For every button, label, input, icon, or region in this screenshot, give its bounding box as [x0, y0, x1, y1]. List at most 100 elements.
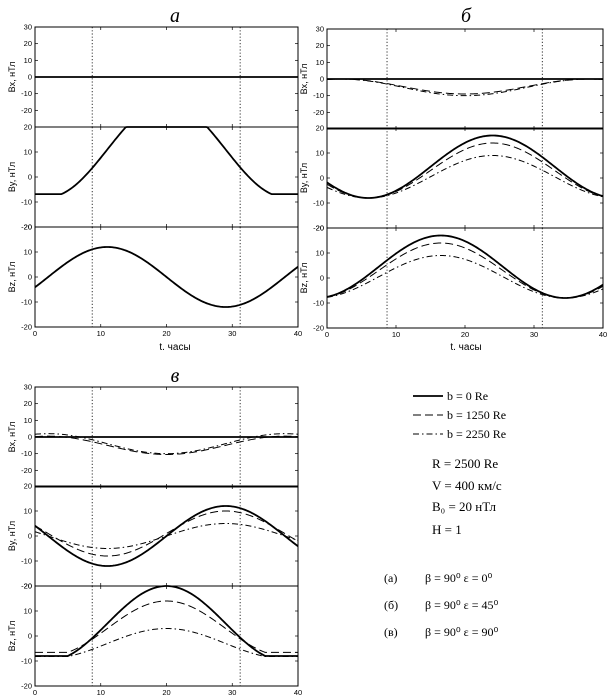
x-tick-label: 20	[162, 688, 170, 697]
series-line-dash	[326, 242, 604, 299]
y-tick-label: -20	[21, 682, 32, 691]
series-line-dashdot	[326, 255, 604, 299]
x-tick-label: 30	[228, 688, 236, 697]
x-tick-label: 0	[325, 330, 329, 339]
panel-b-title: б	[461, 5, 472, 27]
y-axis-label: Bx, нТл	[7, 422, 17, 453]
y-tick-label: -20	[313, 108, 324, 117]
y-tick-label: -20	[313, 324, 324, 333]
y-tick-label: -10	[21, 198, 32, 207]
panel-b-xlabel: t. часы	[450, 342, 481, 353]
y-tick-label: -20	[21, 466, 32, 475]
y-tick-label: 0	[28, 433, 32, 442]
y-tick-label: 20	[24, 582, 32, 591]
panel-a-title: а	[170, 5, 180, 27]
series-line-solid	[34, 246, 299, 308]
y-tick-label: -10	[21, 89, 32, 98]
y-tick-label: -10	[313, 199, 324, 208]
x-tick-label: 20	[162, 329, 170, 338]
series-line-solid	[35, 585, 298, 657]
y-tick-label: -20	[21, 106, 32, 115]
series-line-dashdot	[34, 433, 299, 455]
case-a-text: β = 90⁰ ε = 0⁰	[425, 571, 492, 585]
series-line-solid	[326, 134, 604, 199]
series-line-dash	[34, 510, 299, 557]
x-tick-label: 30	[530, 330, 538, 339]
y-tick-label: 30	[316, 25, 324, 34]
x-tick-label: 10	[97, 688, 105, 697]
axis-frame	[326, 227, 604, 329]
y-tick-label: -10	[21, 449, 32, 458]
y-tick-label: -10	[313, 299, 324, 308]
panel-a: -20 -10 0 10 20 30 Bx, нТл -20 -10 0 10 20 By, нТл -2…	[7, 23, 302, 339]
case-b-text: β = 90⁰ ε = 45⁰	[425, 598, 498, 612]
series-line-dash	[35, 600, 298, 653]
series-line-dashdot	[326, 154, 604, 199]
series-line-dashdot	[34, 522, 299, 550]
y-tick-label: 0	[28, 532, 32, 541]
y-axis-label: Bx, нТл	[7, 62, 17, 93]
case-a-tag: (а)	[384, 571, 397, 585]
y-tick-label: -20	[21, 223, 32, 232]
y-tick-label: 10	[24, 248, 32, 257]
legend-label-b1250: b = 1250 Re	[447, 408, 506, 422]
y-axis-label: Bx, нТл	[299, 64, 309, 95]
series-line-solid	[326, 234, 604, 299]
y-tick-label: 0	[320, 274, 324, 283]
y-tick-label: 20	[316, 41, 324, 50]
legend-label-b0: b = 0 Re	[447, 389, 488, 403]
x-tick-label: 20	[461, 330, 469, 339]
y-tick-label: 10	[24, 56, 32, 65]
y-axis-label: By, нТл	[299, 163, 309, 193]
y-tick-label: 10	[24, 148, 32, 157]
y-tick-label: -20	[21, 323, 32, 332]
param-r: R = 2500 Re	[432, 456, 498, 471]
y-tick-label: 0	[28, 273, 32, 282]
series-line-dashdot	[326, 78, 604, 97]
y-tick-label: -20	[313, 224, 324, 233]
cases: (а) β = 90⁰ ε = 0⁰ (б) β = 90⁰ ε = 45⁰ (…	[384, 571, 498, 639]
subplot-a-2: -20 -10 0 10 20 Bz, нТл	[7, 223, 299, 332]
y-tick-label: 20	[24, 223, 32, 232]
param-b0: B₀ = 20 нТл	[432, 499, 497, 514]
y-axis-label: Bz, нТл	[7, 262, 17, 293]
y-axis-label: Bz, нТл	[7, 621, 17, 652]
panel-b: -20 -10 0 10 20 30 Bx, нТл -20 -10 0 10 20 By, нТл -2…	[299, 25, 607, 340]
case-c-text: β = 90⁰ ε = 90⁰	[425, 625, 498, 639]
param-h: H = 1	[432, 522, 462, 537]
y-axis-label: Bz, нТл	[299, 263, 309, 294]
series-line-dashdot	[35, 627, 298, 657]
y-axis-label: By, нТл	[7, 521, 17, 551]
subplot-c-1: -20 -10 0 10 20 By, нТл	[7, 482, 299, 591]
subplot-c-2: -20 -10 0 10 20 Bz, нТл	[7, 582, 299, 691]
x-tick-label: 30	[228, 329, 236, 338]
y-tick-label: 0	[320, 174, 324, 183]
y-tick-label: 20	[24, 123, 32, 132]
legend-label-b2250: b = 2250 Re	[447, 427, 506, 441]
subplot-a-0: -20 -10 0 10 20 30 Bx, нТл	[7, 23, 299, 128]
series-line-dash	[326, 142, 604, 199]
x-tick-label: 0	[33, 329, 37, 338]
y-tick-label: 20	[316, 124, 324, 133]
x-tick-label: 10	[97, 329, 105, 338]
legend: b = 0 Re b = 1250 Re b = 2250 Re	[413, 389, 506, 441]
y-tick-label: -10	[313, 91, 324, 100]
y-tick-label: -10	[21, 298, 32, 307]
y-tick-label: 10	[316, 58, 324, 67]
y-tick-label: 0	[320, 75, 324, 84]
subplot-b-2: -20 -10 0 10 20 Bz, нТл	[299, 224, 604, 333]
y-tick-label: 10	[24, 607, 32, 616]
y-tick-label: 20	[24, 39, 32, 48]
y-tick-label: -20	[21, 582, 32, 591]
axis-frame	[34, 126, 299, 228]
panel-a-xlabel: t. часы	[159, 342, 190, 353]
y-tick-label: 20	[24, 482, 32, 491]
y-tick-label: 0	[28, 173, 32, 182]
y-tick-label: 20	[24, 399, 32, 408]
y-axis-label: By, нТл	[7, 162, 17, 192]
x-tick-label: 10	[392, 330, 400, 339]
series-line-dash	[34, 435, 299, 456]
x-tick-label: 40	[294, 688, 302, 697]
